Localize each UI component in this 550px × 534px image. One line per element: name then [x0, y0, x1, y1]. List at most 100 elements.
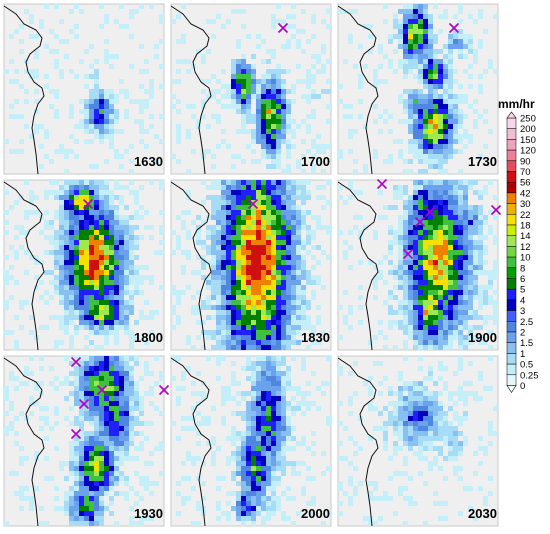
colorbar-swatch: [506, 160, 517, 172]
colorbar-level-label: 18: [520, 221, 531, 232]
panel-time-label: 1730: [468, 154, 497, 169]
colorbar-level-label: 2: [520, 328, 525, 339]
radar-panel: 1900: [337, 178, 502, 351]
colorbar-end-cap: [506, 385, 517, 394]
x-marker: [277, 22, 289, 34]
colorbar-level-label: 42: [520, 188, 531, 199]
colorbar-level-label: 0: [520, 381, 525, 392]
colorbar-level-label: 120: [520, 146, 536, 157]
colorbar-swatch: [506, 267, 517, 279]
coastline: [3, 5, 45, 175]
panel-time-label: 2030: [468, 506, 497, 521]
colorbar-swatch: [506, 235, 517, 247]
colorbar-level-label: 70: [520, 167, 531, 178]
coastline: [3, 357, 45, 527]
x-marker: [376, 178, 388, 190]
colorbar-top-cap: [506, 111, 517, 119]
colorbar-swatch: [506, 149, 517, 162]
x-marker: [70, 428, 82, 440]
rain-field: [338, 356, 498, 526]
x-marker: [490, 204, 502, 216]
colorbar-swatch: [506, 192, 517, 204]
panel-time-label: 1630: [134, 154, 163, 169]
colorbar-level-label: 5: [520, 285, 525, 296]
colorbar-swatch: [506, 299, 517, 311]
rain-field: [171, 180, 331, 350]
colorbar-swatch: [506, 117, 517, 129]
colorbar-swatch: [506, 214, 517, 226]
colorbar-swatch: [506, 374, 517, 386]
x-marker: [402, 248, 414, 260]
radar-panel: 1830: [170, 179, 332, 351]
colorbar-swatch: [506, 278, 517, 290]
colorbar-swatch: [506, 128, 517, 140]
panel-time-label: 2000: [301, 506, 330, 521]
x-marker: [96, 384, 108, 396]
radar-panel: 2000: [170, 355, 332, 527]
colorbar-level-label: 250: [520, 114, 536, 125]
colorbar-swatch: [506, 310, 517, 322]
panel-time-label: 1700: [301, 154, 330, 169]
colorbar-level-label: 30: [520, 199, 531, 210]
rain-field: [171, 356, 331, 526]
colorbar-level-label: 90: [520, 156, 531, 167]
colorbar-swatch: [506, 139, 517, 151]
colorbar-swatch: [506, 363, 517, 376]
colorbar-swatch: [506, 181, 517, 194]
colorbar-level-label: 0.5: [520, 360, 533, 371]
colorbar-swatch: [506, 224, 517, 236]
colorbar-level-label: 14: [520, 231, 531, 242]
colorbar-swatch: [506, 246, 517, 258]
colorbar-swatch: [506, 288, 517, 301]
colorbar-level-label: 2.5: [520, 317, 533, 328]
x-marker: [70, 356, 82, 368]
x-marker: [424, 206, 436, 218]
colorbar-level-label: 4: [520, 295, 525, 306]
colorbar-level-label: 1: [520, 349, 525, 360]
colorbar-level-label: 22: [520, 210, 531, 221]
rain-field: [338, 180, 498, 350]
colorbar-level-label: 8: [520, 263, 525, 274]
rain-field: [171, 4, 331, 174]
colorbar-level-label: 0.25: [520, 370, 539, 381]
colorbar-level-label: 10: [520, 253, 531, 264]
colorbar: mm/hr 2502001501209070564230221814121086…: [498, 97, 539, 394]
x-marker: [247, 198, 259, 210]
radar-panel: 1800: [3, 179, 165, 351]
colorbar-swatch: [506, 342, 517, 354]
colorbar-swatch: [506, 331, 517, 343]
colorbar-level-label: 1.5: [520, 338, 533, 349]
coastline: [3, 181, 45, 351]
colorbar-level-label: 56: [520, 178, 531, 189]
x-marker: [78, 398, 90, 410]
x-marker: [414, 216, 426, 228]
x-marker: [448, 22, 460, 34]
radar-panel: 1930: [3, 355, 170, 527]
colorbar-swatch: [506, 171, 517, 183]
rain-field: [4, 4, 164, 174]
radar-panel: 1730: [337, 3, 499, 175]
panel-time-label: 1930: [134, 506, 163, 521]
colorbar-swatch: [506, 203, 517, 215]
colorbar-swatch: [506, 353, 517, 365]
colorbar-level-label: 6: [520, 274, 525, 285]
coastline: [337, 357, 379, 527]
rain-field: [338, 4, 498, 174]
panel-time-label: 1900: [468, 330, 497, 345]
x-marker: [158, 384, 170, 396]
colorbar-level-label: 200: [520, 124, 536, 135]
panel-time-label: 1800: [134, 330, 163, 345]
coastline: [337, 181, 379, 351]
radar-panel: 1630: [3, 3, 165, 175]
colorbar-level-label: 3: [520, 306, 525, 317]
radar-panel: 2030: [337, 355, 499, 527]
coastline: [170, 5, 212, 175]
panel-time-label: 1830: [301, 330, 330, 345]
colorbar-swatch: [506, 321, 517, 333]
colorbar-level-label: 12: [520, 242, 531, 253]
colorbar-level-label: 150: [520, 135, 536, 146]
coastline: [170, 357, 212, 527]
colorbar-swatch: [506, 256, 517, 269]
rain-field: [4, 180, 164, 350]
